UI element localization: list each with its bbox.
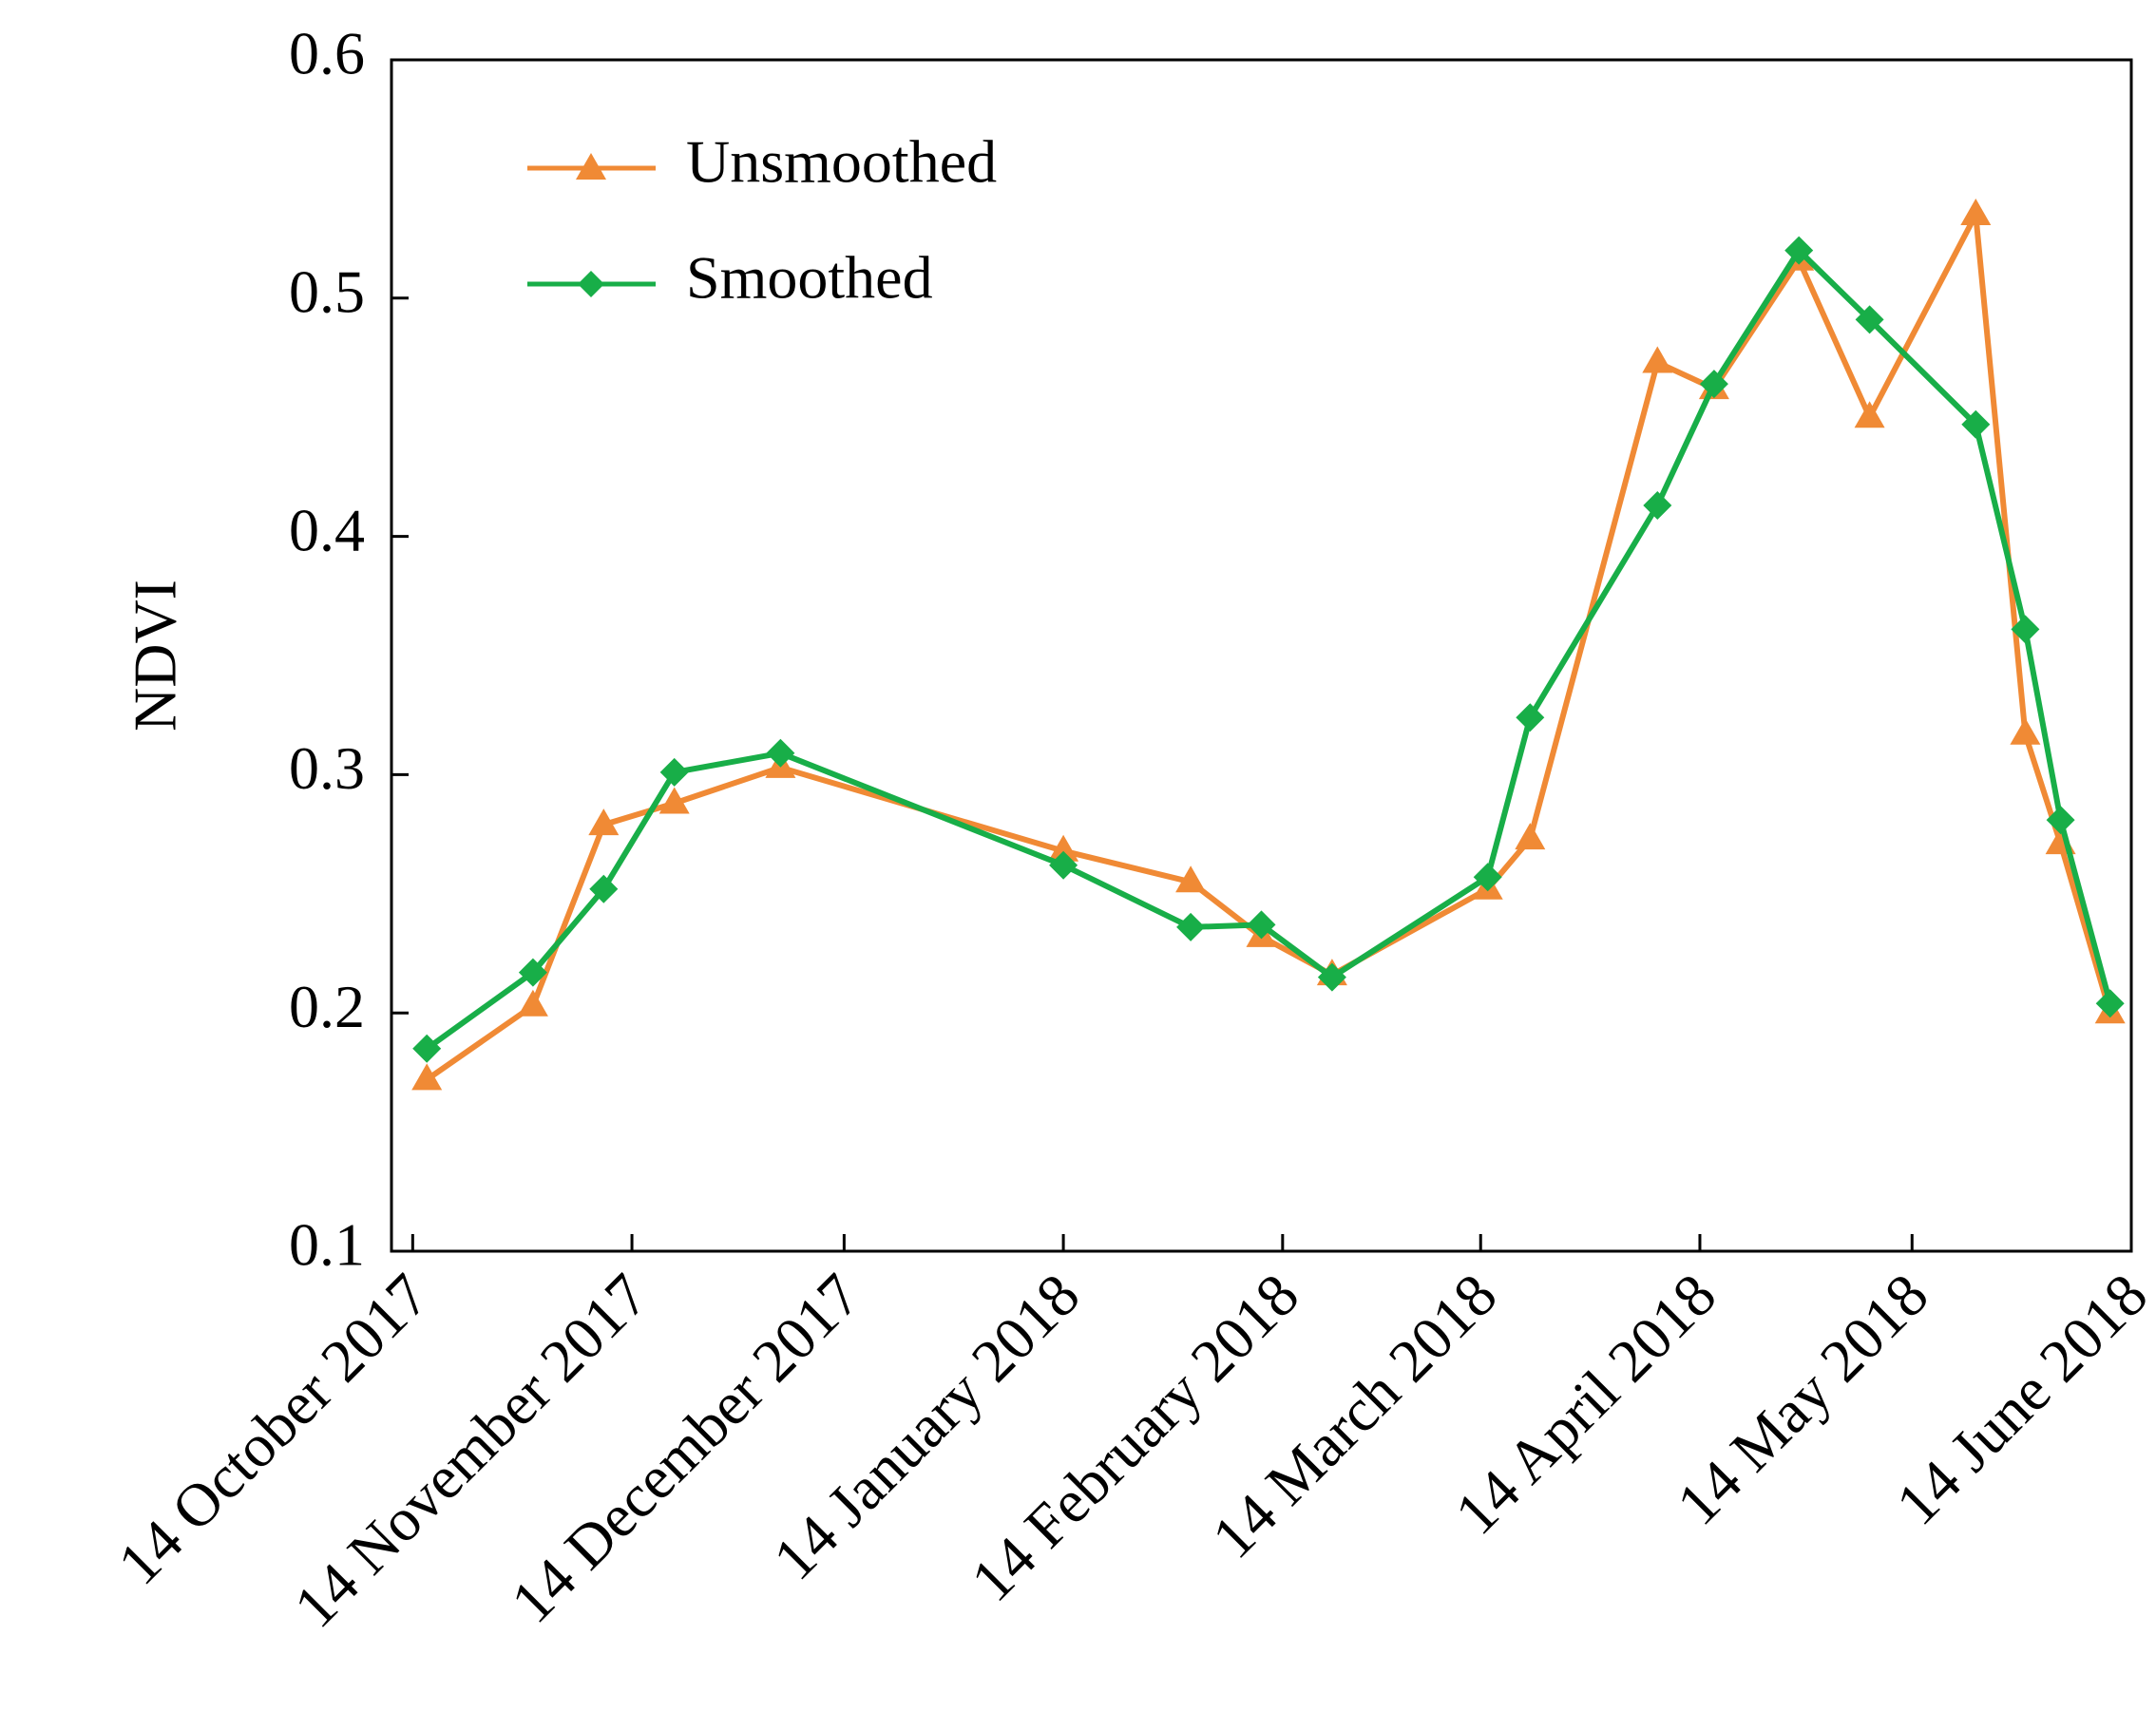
y-axis: 0.1 0.2 0.3 0.4 0.5 0.6: [289, 20, 409, 1279]
y-tick-label: 0.2: [289, 973, 365, 1040]
data-point-unsmoothed: [1175, 865, 1207, 893]
series-line-unsmoothed: [425, 212, 2113, 1082]
data-point-smoothed: [1961, 409, 1991, 439]
series-layer: [411, 199, 2126, 1091]
legend-item-unsmoothed: Unsmoothed: [527, 128, 997, 196]
y-axis-title: NDVI: [122, 580, 189, 732]
data-point-unsmoothed: [1642, 346, 1673, 373]
data-point-unsmoothed: [1960, 199, 1992, 225]
data-point-smoothed: [1247, 910, 1276, 940]
legend-item-smoothed: Smoothed: [527, 244, 933, 312]
legend-label-smoothed: Smoothed: [686, 244, 933, 312]
data-point-smoothed: [1643, 491, 1672, 520]
plot-frame: [390, 58, 2133, 1253]
legend: Unsmoothed Smoothed: [527, 128, 997, 312]
data-point-unsmoothed: [2010, 717, 2041, 745]
data-point-unsmoothed: [658, 787, 690, 814]
data-point-smoothed: [589, 874, 619, 903]
data-point-smoothed: [1049, 850, 1078, 880]
y-tick-label: 0.3: [289, 734, 365, 802]
data-point-smoothed: [659, 757, 689, 787]
data-point-smoothed: [412, 1034, 442, 1063]
data-point-smoothed: [1176, 912, 1206, 941]
legend-label-unsmoothed: Unsmoothed: [686, 128, 997, 196]
legend-marker-unsmoothed: [576, 153, 606, 180]
data-point-smoothed: [766, 738, 795, 768]
y-tick-label: 0.4: [289, 496, 365, 563]
data-point-smoothed: [2095, 989, 2125, 1018]
data-point-unsmoothed: [1854, 401, 1885, 428]
data-point-smoothed: [2046, 806, 2075, 835]
y-tick-label: 0.6: [289, 20, 365, 87]
legend-marker-smoothed: [578, 271, 604, 297]
y-tick-label: 0.1: [289, 1211, 365, 1279]
data-point-unsmoothed: [1048, 834, 1079, 862]
data-point-unsmoothed: [517, 989, 548, 1017]
y-tick-label: 0.5: [289, 257, 365, 325]
data-point-smoothed: [1317, 962, 1346, 992]
data-point-smoothed: [1516, 703, 1545, 732]
data-point-unsmoothed: [1515, 823, 1546, 850]
data-point-smoothed: [518, 958, 547, 987]
data-point-smoothed: [1784, 236, 1814, 265]
data-point-smoothed: [1855, 305, 1884, 334]
data-point-smoothed: [1699, 370, 1728, 399]
data-point-smoothed: [2011, 615, 2040, 644]
series-smoothed: [412, 236, 2125, 1063]
data-point-smoothed: [1473, 863, 1502, 892]
data-point-unsmoothed: [588, 808, 620, 836]
data-point-unsmoothed: [411, 1063, 443, 1091]
